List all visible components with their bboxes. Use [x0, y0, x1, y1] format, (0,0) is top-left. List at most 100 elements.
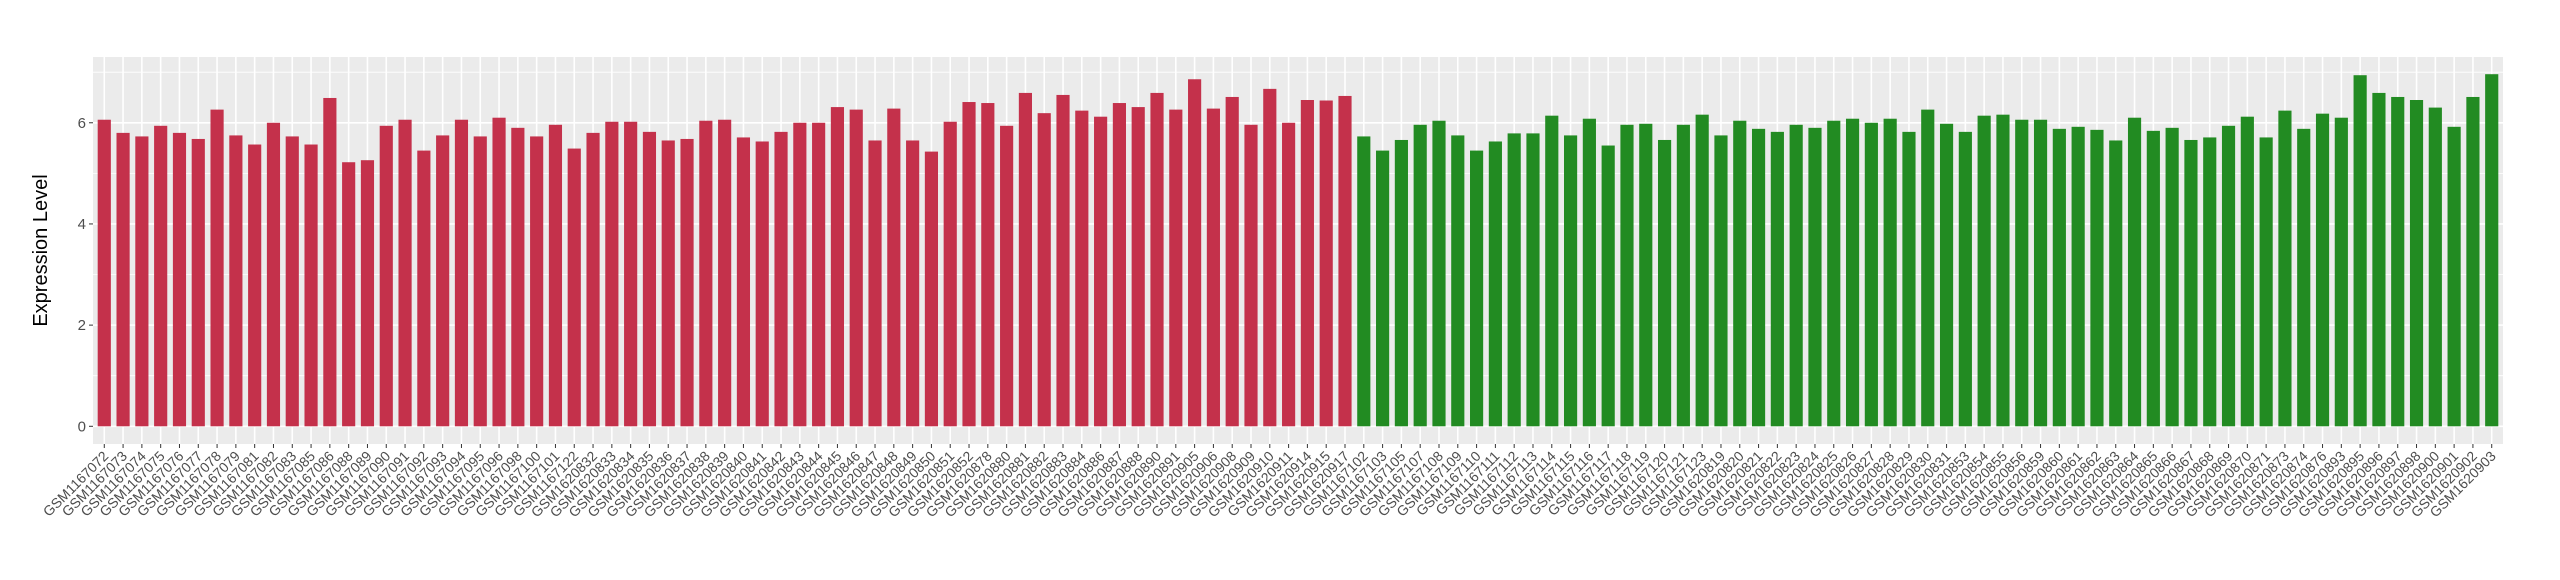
bar-GSM1620890 — [1150, 92, 1164, 427]
bar-GSM1620821 — [1751, 128, 1766, 427]
bar-GSM1620860 — [2052, 128, 2066, 427]
bar-GSM1167095 — [473, 136, 487, 427]
bar-GSM1620911 — [1282, 122, 1296, 427]
plot-panel — [93, 57, 2503, 444]
bar-GSM1620847 — [868, 140, 882, 427]
bar-GSM1167079 — [229, 135, 243, 427]
bar-GSM1167118 — [1620, 124, 1634, 427]
bar-GSM1620834 — [624, 121, 638, 427]
bar-GSM1620891 — [1169, 109, 1183, 427]
bar-GSM1620846 — [849, 109, 863, 427]
bar-GSM1620838 — [699, 120, 713, 427]
bar-GSM1620905 — [1188, 79, 1202, 427]
bar-GSM1620852 — [962, 102, 976, 427]
y-axis: 0 2 4 6 — [78, 115, 93, 435]
bar-GSM1620848 — [887, 108, 901, 427]
bar-GSM1167096 — [492, 117, 506, 427]
bar-GSM1620868 — [2203, 137, 2217, 427]
bar-GSM1167075 — [154, 125, 168, 427]
bar-GSM1620893 — [2334, 117, 2348, 427]
bar-GSM1620903 — [2485, 74, 2499, 427]
bar-GSM1620884 — [1075, 110, 1089, 427]
bar-GSM1167073 — [116, 132, 130, 427]
bar-GSM1620855 — [1996, 114, 2010, 427]
bar-GSM1620874 — [2297, 128, 2311, 427]
bar-GSM1620901 — [2447, 126, 2461, 427]
bar-GSM1167077 — [191, 138, 205, 427]
bar-GSM1620837 — [680, 138, 694, 427]
bar-GSM1620854 — [1977, 115, 1991, 427]
bar-GSM1167090 — [379, 125, 393, 427]
bar-GSM1620835 — [642, 131, 657, 427]
bar-GSM1167081 — [248, 144, 262, 427]
bar-GSM1167115 — [1564, 135, 1578, 427]
bar-GSM1167076 — [172, 132, 187, 427]
bar-GSM1620845 — [830, 107, 845, 427]
bar-GSM1167120 — [1657, 139, 1672, 427]
bar-GSM1620915 — [1319, 100, 1333, 427]
bar-GSM1620856 — [2015, 119, 2029, 427]
bar-GSM1620881 — [1018, 92, 1032, 427]
bar-GSM1620900 — [2428, 107, 2442, 427]
bar-GSM1620826 — [1845, 118, 1860, 427]
bar-GSM1620886 — [1094, 116, 1108, 427]
bar-GSM1167110 — [1470, 150, 1484, 427]
bar-GSM1620873 — [2278, 110, 2292, 427]
y-tick-label: 2 — [78, 317, 86, 334]
bar-GSM1620828 — [1883, 118, 1897, 427]
bar-GSM1167123 — [1695, 114, 1709, 427]
bar-GSM1620880 — [1000, 125, 1014, 427]
bar-GSM1620836 — [661, 140, 675, 427]
bar-GSM1620841 — [755, 141, 769, 427]
bar-GSM1167103 — [1376, 150, 1390, 427]
bar-GSM1167100 — [530, 136, 544, 427]
y-tick-label: 4 — [78, 216, 86, 233]
y-tick-label: 6 — [78, 115, 86, 132]
bar-GSM1620909 — [1244, 124, 1258, 427]
bars — [97, 74, 2499, 427]
bar-GSM1167091 — [398, 119, 412, 427]
bar-GSM1167108 — [1432, 120, 1446, 427]
bar-GSM1620878 — [981, 103, 995, 427]
bar-GSM1620843 — [793, 122, 807, 427]
bar-GSM1620862 — [2090, 129, 2104, 427]
bar-GSM1620861 — [2071, 126, 2085, 427]
bar-GSM1167086 — [323, 97, 337, 427]
bar-GSM1167101 — [548, 124, 563, 427]
bar-GSM1620825 — [1827, 120, 1841, 427]
bar-GSM1167116 — [1582, 118, 1596, 427]
bar-GSM1167105 — [1394, 139, 1408, 427]
bar-GSM1620897 — [2391, 96, 2405, 427]
bar-GSM1167102 — [1357, 136, 1371, 427]
bar-GSM1167094 — [454, 119, 469, 427]
bar-GSM1620866 — [2165, 127, 2179, 427]
bar-GSM1167092 — [417, 150, 431, 427]
bar-GSM1620840 — [736, 137, 751, 427]
bar-GSM1620844 — [812, 122, 826, 427]
bar-GSM1167089 — [360, 160, 375, 427]
bar-GSM1620850 — [924, 151, 939, 427]
bar-GSM1620820 — [1733, 120, 1747, 427]
bar-GSM1620822 — [1770, 131, 1784, 427]
bar-GSM1620819 — [1714, 135, 1728, 427]
bar-GSM1167072 — [97, 119, 111, 427]
bar-GSM1167114 — [1545, 115, 1559, 427]
bar-GSM1167107 — [1413, 124, 1427, 427]
y-axis-title: Expression Level — [30, 174, 52, 326]
bar-GSM1620823 — [1789, 124, 1803, 427]
bar-GSM1620871 — [2259, 137, 2273, 427]
bar-GSM1620849 — [906, 140, 920, 427]
bar-GSM1620865 — [2146, 130, 2160, 427]
y-tick-label: 0 — [78, 418, 86, 435]
bar-GSM1620883 — [1056, 94, 1070, 427]
bar-GSM1167085 — [304, 144, 318, 427]
bar-GSM1620863 — [2109, 140, 2123, 427]
x-axis: GSM1167072GSM1167073GSM1167074GSM1167075… — [40, 444, 2499, 520]
bar-GSM1167082 — [266, 122, 281, 427]
bar-GSM1620832 — [586, 132, 600, 427]
bar-GSM1620898 — [2409, 100, 2424, 427]
bar-GSM1167122 — [567, 148, 581, 427]
bar-GSM1620910 — [1263, 88, 1277, 427]
bar-GSM1167109 — [1451, 135, 1465, 427]
bar-GSM1167113 — [1526, 133, 1540, 427]
